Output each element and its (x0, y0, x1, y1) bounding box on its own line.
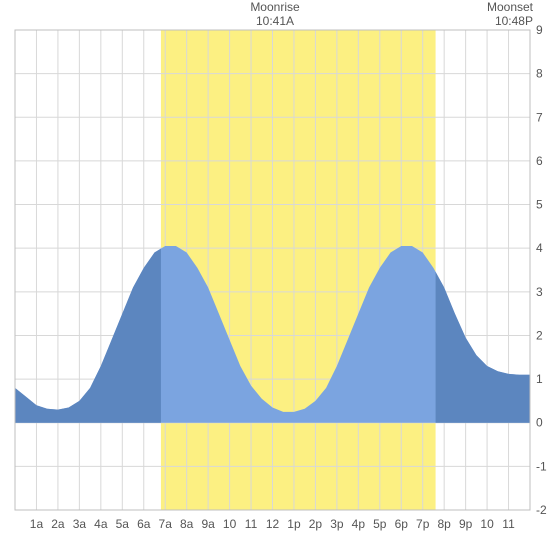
svg-text:2: 2 (536, 328, 543, 342)
svg-text:5a: 5a (116, 517, 130, 531)
chart-svg: -2-101234567891a2a3a4a5a6a7a8a9a1011121p… (0, 0, 550, 550)
svg-text:5: 5 (536, 198, 543, 212)
moonrise-label: Moonrise 10:41A (235, 0, 315, 29)
svg-text:7a: 7a (159, 517, 173, 531)
svg-text:11: 11 (245, 517, 258, 531)
svg-text:0: 0 (536, 416, 543, 430)
svg-text:2a: 2a (51, 517, 65, 531)
tide-chart: Moonrise 10:41A Moonset 10:48P -2-101234… (0, 0, 550, 550)
moonset-label: Moonset 10:48P (463, 0, 533, 29)
svg-text:1: 1 (536, 372, 543, 386)
svg-text:-1: -1 (536, 459, 547, 473)
svg-text:-2: -2 (536, 503, 547, 517)
svg-text:12: 12 (266, 517, 280, 531)
svg-text:3a: 3a (73, 517, 87, 531)
svg-text:6a: 6a (137, 517, 151, 531)
svg-text:7p: 7p (416, 517, 430, 531)
svg-text:7: 7 (536, 110, 543, 124)
svg-text:9a: 9a (201, 517, 215, 531)
svg-text:2p: 2p (309, 517, 323, 531)
svg-text:3p: 3p (330, 517, 344, 531)
svg-text:9p: 9p (459, 517, 473, 531)
svg-text:5p: 5p (373, 517, 387, 531)
svg-text:8: 8 (536, 67, 543, 81)
svg-text:8a: 8a (180, 517, 194, 531)
svg-text:1p: 1p (287, 517, 301, 531)
svg-text:6: 6 (536, 154, 543, 168)
svg-text:3: 3 (536, 285, 543, 299)
svg-text:4p: 4p (352, 517, 366, 531)
svg-text:8p: 8p (437, 517, 451, 531)
svg-text:6p: 6p (395, 517, 409, 531)
svg-text:10: 10 (223, 517, 237, 531)
moonset-time: 10:48P (463, 14, 533, 28)
svg-text:10: 10 (480, 517, 494, 531)
svg-text:4a: 4a (94, 517, 108, 531)
moonrise-time: 10:41A (235, 14, 315, 28)
svg-text:11: 11 (502, 517, 515, 531)
moonrise-title: Moonrise (235, 0, 315, 14)
moonset-title: Moonset (463, 0, 533, 14)
svg-text:4: 4 (536, 241, 543, 255)
svg-text:1a: 1a (30, 517, 44, 531)
svg-text:9: 9 (536, 23, 543, 37)
